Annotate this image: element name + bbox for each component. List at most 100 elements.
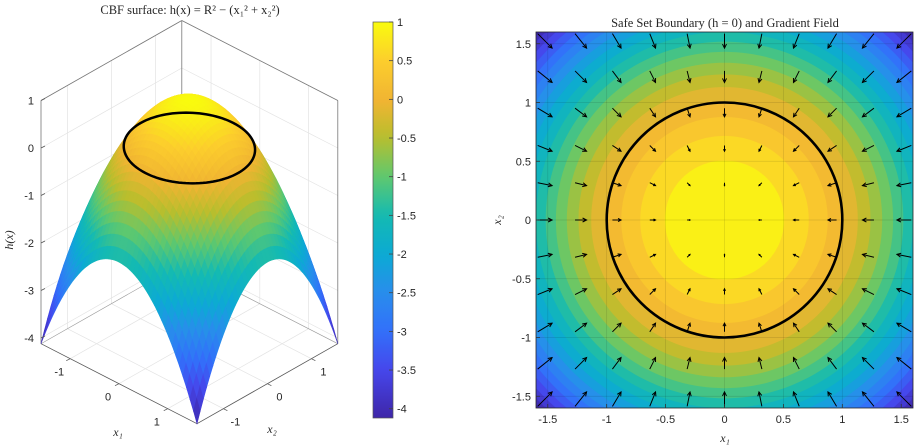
gradient-arrow — [537, 356, 553, 370]
x1-tick-label: -1 — [54, 367, 64, 379]
gradient-arrow — [723, 182, 726, 187]
gradient-arrow — [687, 219, 692, 221]
x-tick-label: -1.5 — [538, 414, 557, 426]
y-tick-label: 1 — [525, 98, 531, 110]
gradient-arrow — [861, 145, 875, 152]
contour-tick-labels: -1.5 -1 -0.5 0 0.5 1 1.5 1.5 1 0.5 0 -0.5 -1 -1.5 — [512, 39, 909, 426]
arrow-shaft — [537, 70, 553, 83]
x-tick-label: -0.5 — [656, 414, 675, 426]
z-tick-label: -3 — [24, 286, 34, 298]
axis-edge — [40, 20, 182, 101]
gradient-arrow — [757, 33, 763, 50]
surface-mesh — [40, 93, 339, 425]
arrow-head — [722, 78, 727, 84]
arrow-head — [651, 356, 657, 363]
arrow-head — [582, 288, 588, 293]
x1-tick-label: 1 — [154, 417, 160, 429]
surface-tick-labels: 1 0 -1 -2 -3 -4 -1 0 1 -1 0 1 — [24, 96, 326, 429]
gradient-arrow — [757, 356, 763, 370]
arrow-head — [547, 322, 554, 328]
gradient-arrow — [861, 356, 875, 370]
arrow-head — [861, 217, 867, 223]
x1-tick-mark — [114, 383, 120, 387]
gradient-arrow — [722, 390, 727, 407]
arrow-shaft — [612, 107, 622, 118]
gradient-arrow — [792, 182, 800, 187]
arrow-head — [547, 391, 553, 397]
gradient-arrow — [758, 145, 763, 153]
gradient-arrow — [649, 145, 657, 153]
arrow-head — [547, 78, 553, 84]
gradient-arrow — [686, 287, 691, 295]
gradient-arrow — [895, 322, 912, 333]
gradient-arrow — [537, 252, 554, 258]
arrow-head — [582, 217, 588, 223]
gradient-arrow — [537, 391, 553, 407]
arrow-head — [895, 322, 902, 328]
arrow-head — [687, 113, 692, 118]
gradient-arrow — [758, 287, 763, 295]
arrow-head — [861, 182, 867, 188]
arrow-head — [895, 112, 902, 118]
gradient-arrow — [612, 107, 622, 118]
x1-tick-mark — [163, 408, 168, 412]
arrow-head — [653, 183, 657, 187]
gradient-arrow — [895, 145, 912, 153]
gradient-arrow — [574, 391, 588, 407]
gradient-arrow — [537, 287, 554, 295]
gradient-arrow — [827, 390, 838, 407]
arrow-shaft — [896, 107, 912, 118]
arrow-head — [547, 182, 554, 188]
gradient-arrow — [537, 322, 554, 333]
arrow-head — [722, 43, 727, 50]
z-tick-label: -1 — [24, 191, 34, 203]
arrow-head — [792, 356, 798, 363]
arrow-shaft — [896, 70, 912, 83]
gradient-arrow — [827, 33, 838, 50]
gradient-arrow — [722, 70, 727, 84]
gradient-arrow — [792, 356, 800, 370]
arrow-head — [827, 390, 832, 397]
gradient-arrow — [537, 33, 553, 49]
arrow-shaft — [611, 33, 622, 49]
axis-edge — [181, 20, 338, 101]
arrow-shaft — [649, 107, 656, 118]
arrow-shaft — [574, 288, 587, 295]
arrow-head — [757, 77, 763, 84]
arrow-shaft — [896, 33, 912, 49]
arrow-shaft — [574, 253, 587, 258]
gradient-arrow — [896, 33, 912, 49]
arrow-shaft — [686, 391, 691, 407]
arrow-head — [723, 287, 726, 292]
arrow-head — [722, 390, 727, 397]
gradient-arrow — [686, 253, 691, 258]
gradient-arrow — [574, 107, 588, 118]
gradient-arrow — [612, 356, 622, 370]
gradient-arrow — [792, 218, 800, 222]
arrow-head — [758, 287, 762, 292]
arrow-head — [826, 182, 832, 187]
arrow-head — [547, 112, 554, 118]
arrow-head — [582, 78, 588, 84]
y-tick-label: 0.5 — [516, 156, 531, 168]
gradient-arrow — [722, 322, 727, 332]
arrow-shaft — [793, 322, 800, 333]
x-tick-label: -1 — [602, 414, 612, 426]
x-tick-label: 1 — [839, 414, 845, 426]
arrow-head — [686, 356, 692, 363]
arrow-shaft — [612, 357, 622, 370]
colorbar: 1 0.5 0 -0.5 -1 -1.5 -2 -2.5 -3 -3.5 -4 — [372, 17, 416, 419]
arrow-head — [895, 147, 902, 153]
arrow-shaft — [686, 33, 691, 49]
arrow-shaft — [896, 145, 912, 152]
arrow-head — [651, 112, 657, 118]
gradient-arrow — [574, 70, 588, 84]
arrow-shaft — [827, 288, 837, 295]
gradient-arrow — [574, 145, 588, 152]
gradient-arrow — [649, 33, 657, 50]
arrow-shaft — [862, 70, 875, 83]
colorbar-tick-label: -1 — [397, 172, 407, 184]
arrow-head — [652, 148, 657, 153]
gradient-arrow — [827, 356, 837, 370]
gradient-arrow — [861, 252, 875, 258]
